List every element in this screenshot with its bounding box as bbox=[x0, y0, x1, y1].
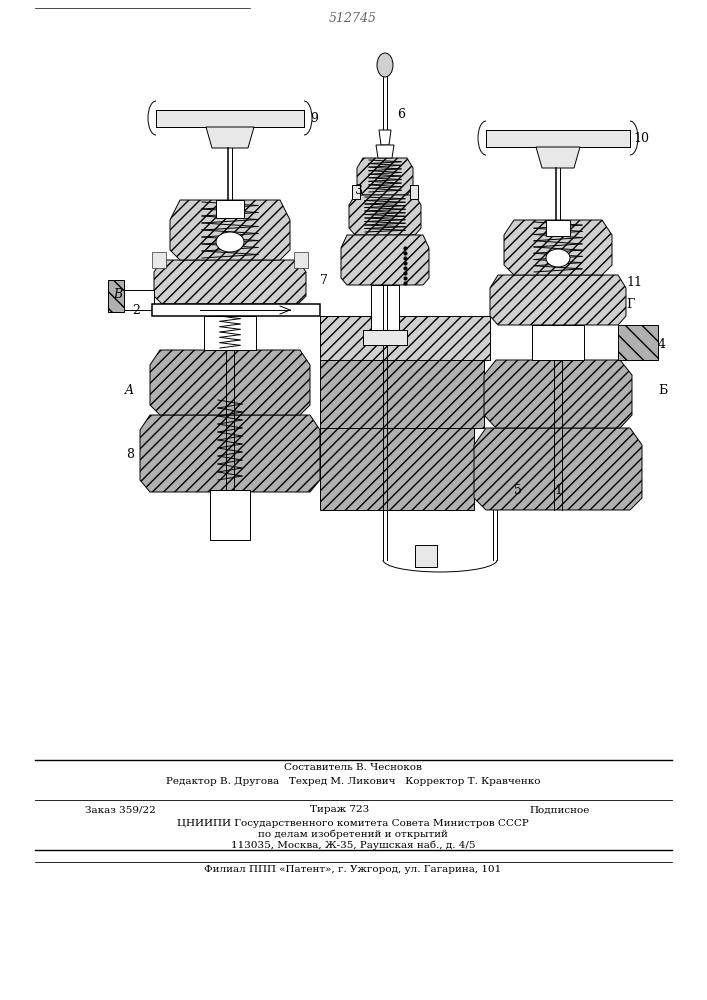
Bar bbox=[294, 252, 308, 268]
Polygon shape bbox=[320, 316, 490, 360]
Text: 5: 5 bbox=[514, 484, 522, 496]
Polygon shape bbox=[484, 360, 632, 428]
Text: Заказ 359/22: Заказ 359/22 bbox=[85, 806, 156, 814]
Text: Б: Б bbox=[658, 383, 667, 396]
Text: Тираж 723: Тираж 723 bbox=[310, 806, 370, 814]
Text: 512745: 512745 bbox=[329, 11, 377, 24]
Text: 9: 9 bbox=[310, 111, 318, 124]
Text: 3: 3 bbox=[355, 184, 363, 196]
Polygon shape bbox=[206, 127, 254, 148]
Polygon shape bbox=[532, 325, 584, 360]
Polygon shape bbox=[363, 330, 407, 345]
Ellipse shape bbox=[546, 249, 570, 267]
Polygon shape bbox=[341, 235, 429, 285]
Text: Филиал ППП «Патент», г. Ужгород, ул. Гагарина, 101: Филиал ППП «Патент», г. Ужгород, ул. Гаг… bbox=[204, 865, 502, 874]
Polygon shape bbox=[379, 130, 391, 145]
Bar bbox=[152, 252, 166, 268]
Bar bbox=[156, 110, 304, 127]
Polygon shape bbox=[140, 415, 320, 492]
Text: 113035, Москва, Ж-35, Раушская наб., д. 4/5: 113035, Москва, Ж-35, Раушская наб., д. … bbox=[230, 840, 475, 850]
Polygon shape bbox=[170, 200, 290, 260]
Text: 8: 8 bbox=[126, 448, 134, 462]
Bar bbox=[546, 220, 570, 236]
Polygon shape bbox=[504, 220, 612, 275]
Polygon shape bbox=[357, 158, 413, 195]
Polygon shape bbox=[210, 490, 250, 540]
Text: 6: 6 bbox=[397, 108, 405, 121]
Text: Составитель В. Чесноков: Составитель В. Чесноков bbox=[284, 764, 422, 772]
Polygon shape bbox=[618, 325, 658, 360]
Bar bbox=[108, 280, 124, 312]
Bar bbox=[216, 200, 244, 218]
Ellipse shape bbox=[377, 53, 393, 77]
Polygon shape bbox=[152, 304, 320, 316]
Text: 10: 10 bbox=[633, 131, 649, 144]
Text: 4: 4 bbox=[658, 338, 666, 352]
Bar bbox=[410, 185, 418, 199]
Bar bbox=[486, 130, 630, 147]
Polygon shape bbox=[376, 145, 394, 158]
Ellipse shape bbox=[216, 232, 244, 252]
Bar bbox=[352, 185, 360, 199]
Text: 11: 11 bbox=[626, 275, 642, 288]
Text: Г: Г bbox=[626, 298, 634, 310]
Polygon shape bbox=[536, 147, 580, 168]
Bar bbox=[415, 545, 437, 567]
Polygon shape bbox=[120, 290, 154, 310]
Text: Подписное: Подписное bbox=[530, 806, 590, 814]
Text: 2: 2 bbox=[132, 304, 140, 316]
Text: Редактор В. Другова   Техред М. Ликович   Корректор Т. Кравченко: Редактор В. Другова Техред М. Ликович Ко… bbox=[165, 778, 540, 786]
Polygon shape bbox=[204, 316, 256, 350]
Polygon shape bbox=[154, 260, 306, 304]
Text: ЦНИИПИ Государственного комитета Совета Министров СССР: ЦНИИПИ Государственного комитета Совета … bbox=[177, 818, 529, 828]
Polygon shape bbox=[320, 428, 474, 510]
Polygon shape bbox=[349, 195, 421, 235]
Text: A: A bbox=[125, 383, 134, 396]
Polygon shape bbox=[320, 360, 484, 428]
Polygon shape bbox=[490, 275, 626, 325]
Text: 1: 1 bbox=[554, 484, 562, 496]
Polygon shape bbox=[150, 350, 310, 415]
Text: по делам изобретений и открытий: по делам изобретений и открытий bbox=[258, 829, 448, 839]
Bar bbox=[371, 285, 399, 330]
Text: 7: 7 bbox=[320, 273, 328, 286]
Text: B: B bbox=[113, 288, 122, 302]
Polygon shape bbox=[474, 428, 642, 510]
